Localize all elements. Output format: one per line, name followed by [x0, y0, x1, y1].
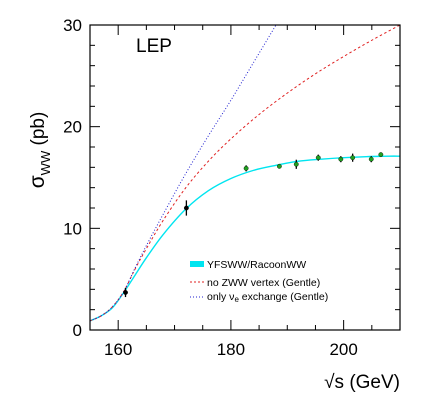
data-point	[276, 163, 282, 169]
panel-label: LEP	[136, 36, 172, 57]
no-zww-vertex-curve	[90, 25, 400, 322]
y-tick-label: 0	[73, 321, 82, 340]
x-tick-label: 180	[217, 340, 245, 359]
legend-label-dotted-sub: e	[234, 295, 239, 304]
data-point	[123, 290, 128, 295]
data-point	[315, 155, 321, 161]
x-axis-title: √s (GeV)	[324, 372, 400, 393]
data-point	[293, 161, 299, 167]
data-point	[350, 155, 356, 161]
y-axis-symbol: σ	[26, 175, 49, 188]
legend-label-band: YFSWW/RacoonWW	[207, 259, 306, 271]
y-tick-label: 10	[63, 219, 82, 238]
plot-frame	[89, 24, 401, 331]
legend-label-dotted-main: only ν	[207, 291, 234, 303]
data-point	[183, 205, 189, 211]
legend-label-dotted-rest: exchange (Gentle)	[239, 291, 328, 303]
x-tick-label: 160	[104, 340, 132, 359]
legend-label-dashed: no ZWW vertex (Gentle)	[207, 277, 320, 289]
x-tick-label: 200	[329, 340, 357, 359]
y-axis-unit: (pb)	[28, 112, 49, 151]
axis-ticks: 160 180 200 0 10 20 30	[63, 16, 401, 359]
y-tick-label: 20	[63, 118, 82, 137]
data-point	[368, 156, 374, 162]
yfsww-racoonww-band	[90, 155, 400, 322]
y-axis-title: σWW (pb)	[26, 112, 53, 189]
measurement-points	[123, 152, 384, 298]
data-point	[243, 165, 249, 171]
y-axis-subscript: WW	[38, 150, 53, 175]
legend: YFSWW/RacoonWW no ZWW vertex (Gentle) on…	[190, 259, 328, 304]
legend-label-dotted: only νe exchange (Gentle)	[207, 291, 328, 304]
data-point	[338, 156, 344, 162]
theory-curves	[90, 25, 400, 322]
y-tick-label: 30	[63, 16, 82, 35]
legend-swatch-band	[190, 261, 204, 267]
data-point	[378, 152, 384, 158]
